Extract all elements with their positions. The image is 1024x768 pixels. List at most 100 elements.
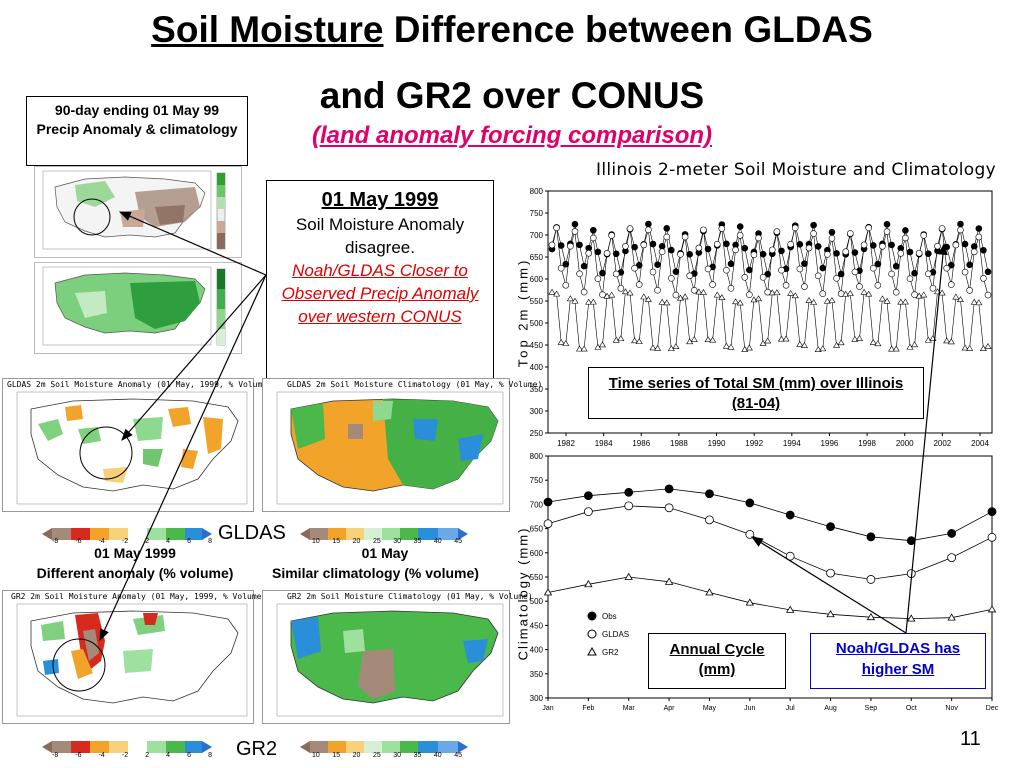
ts-ytick-label: 700 <box>530 231 544 240</box>
ts-point <box>980 246 987 254</box>
clim-point-gr2 <box>947 613 956 621</box>
clim-point-obs <box>785 510 795 520</box>
clim-ytick-label: 400 <box>530 646 544 655</box>
clim-xtick-label: Aug <box>824 705 837 712</box>
ts-ytick-label: 650 <box>530 253 544 262</box>
clim-xtick-label: Jan <box>542 705 553 712</box>
gldas-climatology-colorbar <box>300 528 468 540</box>
ts-point <box>925 270 932 278</box>
ts-point <box>640 241 648 249</box>
gr2-climatology-map: GR2 2m Soil Moisture Climatology (01 May… <box>262 590 533 724</box>
clim-point-gldas <box>866 575 876 584</box>
ts-point <box>727 343 735 350</box>
ts-point <box>961 344 969 351</box>
ts-point <box>654 261 661 268</box>
ts-ytick-label: 550 <box>530 297 544 306</box>
ts-point <box>571 220 579 228</box>
ts-point <box>580 345 588 352</box>
gldas-climatology-map: GLDAS 2m Soil Moisture Climatology (01 M… <box>262 378 542 512</box>
ts-point <box>906 248 914 256</box>
ts-point <box>663 233 671 241</box>
scale-tick: -4 <box>98 538 105 545</box>
ts-xtick-label: 2004 <box>971 439 989 448</box>
clim-point-gr2 <box>624 572 633 580</box>
ts-point <box>580 262 588 270</box>
clim-point-gr2 <box>584 579 593 588</box>
noah-gldas-note: Noah/GLDAS has higher SM <box>835 640 961 678</box>
gr2-anomaly-scale: -8 -6 -4 -2 2 4 6 8 <box>52 752 212 759</box>
slide-number: 11 <box>960 728 981 750</box>
ts-point <box>672 268 680 276</box>
ts-point <box>635 281 643 288</box>
ts-point <box>970 248 978 256</box>
ts-point <box>943 337 951 344</box>
callout-statement: Soil Moisture Anomaly disagree. <box>295 215 465 257</box>
clim-point-gldas <box>987 532 997 542</box>
callout-date: 01 May 1999 <box>321 189 439 211</box>
clim-point-gldas <box>705 515 714 525</box>
gldas-climatology-title: GLDAS 2m Soil Moisture Climatology (01 M… <box>287 380 543 389</box>
ts-point <box>617 335 625 342</box>
ts-point <box>966 344 974 351</box>
ts-point <box>658 298 666 305</box>
ts-point <box>690 286 698 294</box>
ts-point <box>754 295 763 302</box>
ts-point <box>622 242 629 250</box>
ts-point <box>984 342 992 349</box>
ts-point <box>956 296 964 303</box>
ts-ytick-label: 800 <box>530 187 544 196</box>
ts-point <box>590 234 597 242</box>
ts-point <box>603 250 611 257</box>
ts-point <box>576 345 584 352</box>
ts-point <box>635 338 643 345</box>
ts-point <box>571 297 579 304</box>
clim-legend-marker <box>587 611 597 621</box>
ts-point <box>668 246 675 254</box>
ts-point <box>874 340 882 347</box>
ts-point <box>938 225 946 232</box>
ts-point <box>810 230 817 237</box>
ts-point <box>947 281 955 288</box>
ts-point <box>612 250 620 258</box>
ts-point <box>686 272 693 280</box>
ts-point <box>649 268 657 276</box>
ts-point <box>548 288 556 295</box>
clim-xtick-label: Apr <box>664 705 676 712</box>
ts-point <box>576 270 583 278</box>
scale-tick: 4 <box>166 752 171 759</box>
ts-point <box>902 234 909 242</box>
scale-tick: -8 <box>52 538 59 545</box>
ts-point <box>580 288 588 296</box>
gldas-label: GLDAS <box>218 522 286 544</box>
ts-point <box>819 264 827 272</box>
ts-ytick-label: 600 <box>530 275 544 284</box>
ts-point <box>645 220 652 228</box>
ts-point <box>865 290 873 297</box>
ts-point <box>746 291 753 298</box>
scale-tick: 6 <box>187 538 192 545</box>
ts-point <box>736 232 744 239</box>
ts-point <box>672 291 680 299</box>
ts-point <box>718 225 726 232</box>
ts-point <box>759 273 767 281</box>
precip-anomaly-box: 90-day ending 01 May 99 Precip Anomaly &… <box>26 96 248 166</box>
ts-point <box>810 221 817 229</box>
scale-tick: 10 <box>312 538 320 545</box>
ts-point <box>557 264 565 272</box>
clim-ytick-label: 550 <box>530 573 544 582</box>
right-caption-date: 01 May <box>361 545 409 561</box>
scale-tick: 15 <box>332 752 341 759</box>
ts-point <box>966 261 973 269</box>
ts-point <box>649 240 657 248</box>
ts-point <box>677 251 684 258</box>
ts-point <box>635 261 643 269</box>
clim-legend-marker <box>587 646 597 656</box>
ts-xtick-label: 1986 <box>632 439 650 448</box>
ts-point <box>800 342 808 348</box>
clim-point-gldas <box>947 553 957 563</box>
ts-point <box>745 344 753 351</box>
ts-point <box>557 242 565 249</box>
ts-point <box>828 235 836 242</box>
ts-point <box>842 290 850 297</box>
clim-point-obs <box>583 491 593 501</box>
